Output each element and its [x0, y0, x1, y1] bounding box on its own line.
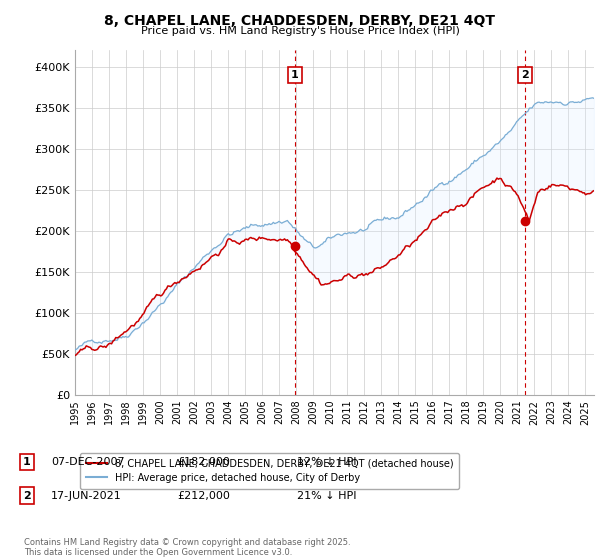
Text: 2: 2	[23, 491, 31, 501]
Text: 07-DEC-2007: 07-DEC-2007	[51, 457, 125, 467]
Text: 2: 2	[521, 70, 529, 80]
Text: 1: 1	[23, 457, 31, 467]
Text: 21% ↓ HPI: 21% ↓ HPI	[297, 491, 356, 501]
Text: £182,000: £182,000	[177, 457, 230, 467]
Legend: 8, CHAPEL LANE, CHADDESDEN, DERBY, DE21 4QT (detached house), HPI: Average price: 8, CHAPEL LANE, CHADDESDEN, DERBY, DE21 …	[80, 453, 460, 488]
Text: 1: 1	[291, 70, 299, 80]
Text: Contains HM Land Registry data © Crown copyright and database right 2025.
This d: Contains HM Land Registry data © Crown c…	[24, 538, 350, 557]
Text: £212,000: £212,000	[177, 491, 230, 501]
Text: 12% ↓ HPI: 12% ↓ HPI	[297, 457, 356, 467]
Text: 17-JUN-2021: 17-JUN-2021	[51, 491, 122, 501]
Text: 8, CHAPEL LANE, CHADDESDEN, DERBY, DE21 4QT: 8, CHAPEL LANE, CHADDESDEN, DERBY, DE21 …	[104, 14, 496, 28]
Text: Price paid vs. HM Land Registry's House Price Index (HPI): Price paid vs. HM Land Registry's House …	[140, 26, 460, 36]
